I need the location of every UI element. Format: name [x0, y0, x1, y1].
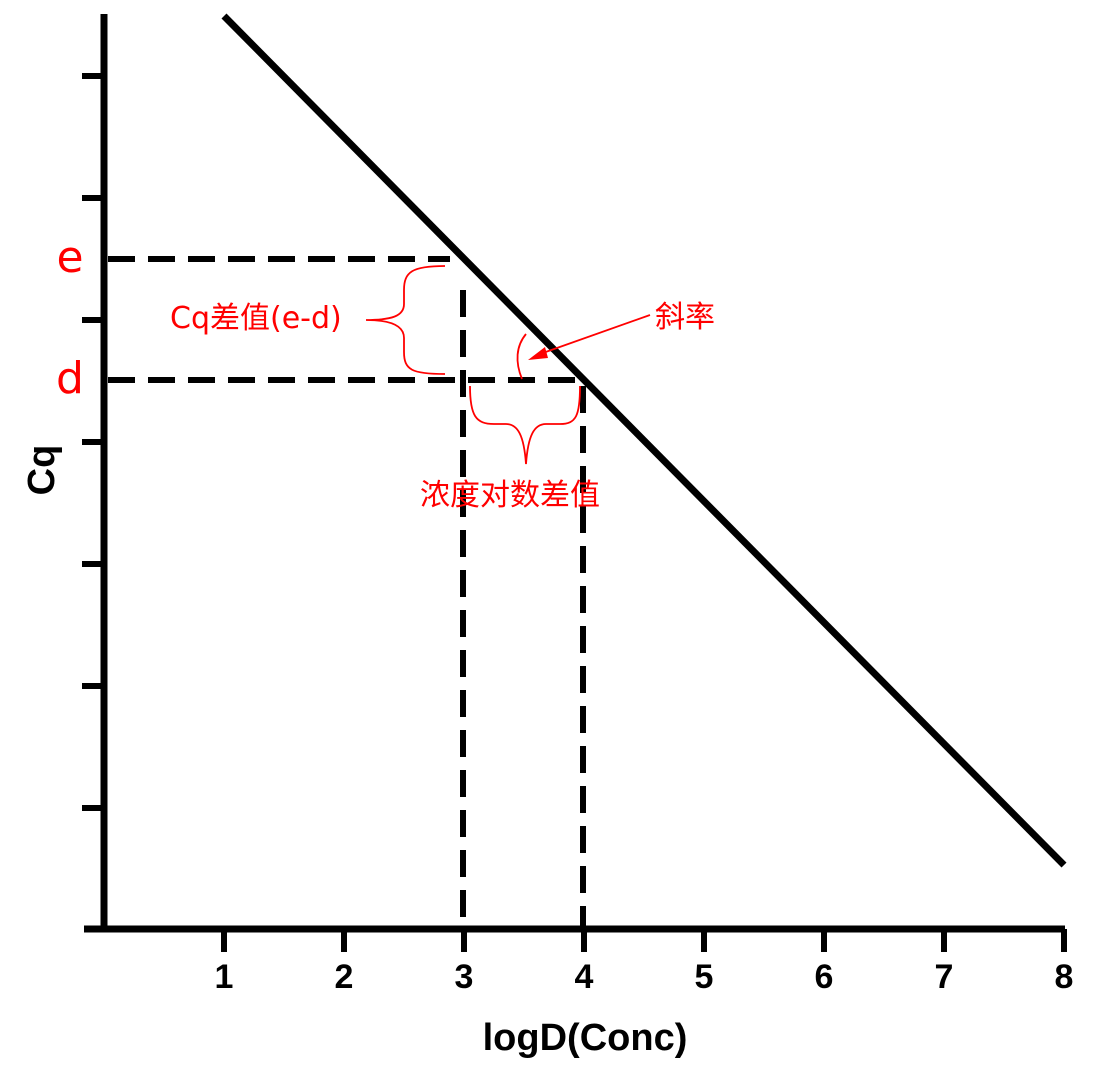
x-tick-label-7: 7	[935, 958, 954, 996]
x-tick-label-5: 5	[695, 958, 714, 996]
x-tick-label-4: 4	[575, 958, 594, 996]
series-line	[221, 13, 1067, 868]
slope-arc	[516, 333, 527, 380]
log-diff-brace	[469, 385, 581, 465]
cq-diff-brace	[365, 265, 446, 375]
y-axis-ticks	[82, 73, 104, 811]
x-tick-label-3: 3	[455, 958, 474, 996]
axes: 1 2 3 4 5 6 7 8	[82, 14, 1073, 996]
cq-diff-label: Cq差值(e-d)	[170, 301, 342, 336]
e-label: e	[56, 232, 83, 283]
x-axis-ticks: 1 2 3 4 5 6 7 8	[215, 929, 1074, 996]
x-axis-title: logD(Conc)	[483, 1017, 688, 1059]
slope-arrow-head	[528, 347, 548, 360]
x-tick-label-2: 2	[335, 958, 354, 996]
annotations: e d Cq差值(e-d) 浓度对数差值 斜率	[56, 232, 715, 513]
x-tick-label-6: 6	[815, 958, 834, 996]
x-tick-label-8: 8	[1055, 958, 1074, 996]
x-tick-label-1: 1	[215, 958, 234, 996]
slope-arrow-line	[539, 314, 651, 355]
slope-label: 斜率	[655, 300, 715, 335]
log-diff-label: 浓度对数差值	[420, 478, 600, 513]
d-label: d	[56, 353, 84, 404]
guide-lines	[108, 256, 586, 929]
y-axis-title: Cq	[21, 445, 63, 496]
